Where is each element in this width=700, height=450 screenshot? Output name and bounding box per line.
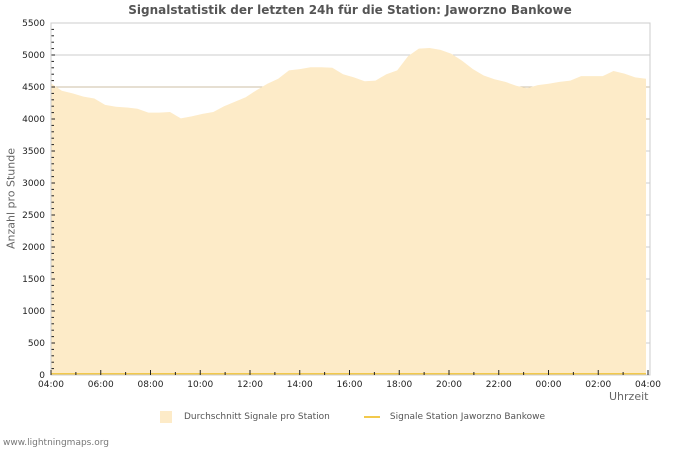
svg-text:02:00: 02:00: [585, 380, 611, 390]
chart-title: Signalstatistik der letzten 24h für die …: [128, 3, 572, 17]
legend-average-label: Durchschnitt Signale pro Station: [184, 412, 330, 422]
x-tick-labels: 04:00 06:00 08:00 10:00 12:00 14:00 16:00 18:00…: [38, 380, 661, 390]
axes: [50, 22, 651, 376]
svg-text:18:00: 18:00: [386, 380, 412, 390]
svg-text:4500: 4500: [22, 83, 45, 93]
station-line-icon: [363, 416, 380, 418]
y-axis-label: Anzahl pro Stunde: [4, 148, 18, 250]
average-area: [51, 48, 646, 375]
svg-text:14:00: 14:00: [287, 380, 313, 390]
svg-text:12:00: 12:00: [237, 380, 263, 390]
svg-text:3000: 3000: [22, 179, 45, 189]
legend: Durchschnitt Signale pro Station Signale…: [160, 411, 545, 423]
svg-text:16:00: 16:00: [337, 380, 363, 390]
x-axis-label: Uhrzeit: [609, 390, 649, 403]
svg-text:3500: 3500: [22, 147, 45, 157]
svg-text:1000: 1000: [22, 307, 45, 317]
svg-text:4000: 4000: [22, 115, 45, 125]
average-swatch-icon: [160, 411, 172, 423]
svg-text:08:00: 08:00: [138, 380, 164, 390]
footer-link[interactable]: www.lightningmaps.org: [3, 438, 109, 448]
svg-text:2000: 2000: [22, 243, 45, 253]
legend-station-label: Signale Station Jaworzno Bankowe: [389, 412, 546, 422]
svg-text:22:00: 22:00: [486, 380, 512, 390]
svg-text:10:00: 10:00: [187, 380, 213, 390]
svg-text:1500: 1500: [22, 275, 45, 285]
svg-text:0: 0: [39, 371, 45, 381]
svg-text:00:00: 00:00: [536, 380, 562, 390]
svg-text:04:00: 04:00: [38, 380, 64, 390]
svg-text:04:00: 04:00: [635, 380, 661, 390]
svg-text:500: 500: [28, 339, 45, 349]
svg-text:5500: 5500: [22, 19, 45, 29]
svg-text:5000: 5000: [22, 51, 45, 61]
svg-text:20:00: 20:00: [436, 380, 462, 390]
svg-text:2500: 2500: [22, 211, 45, 221]
svg-text:06:00: 06:00: [88, 380, 114, 390]
y-tick-labels: 0 500 1000 1500 2000 2500 3000 3500 4000 4500 5000…: [22, 19, 45, 381]
